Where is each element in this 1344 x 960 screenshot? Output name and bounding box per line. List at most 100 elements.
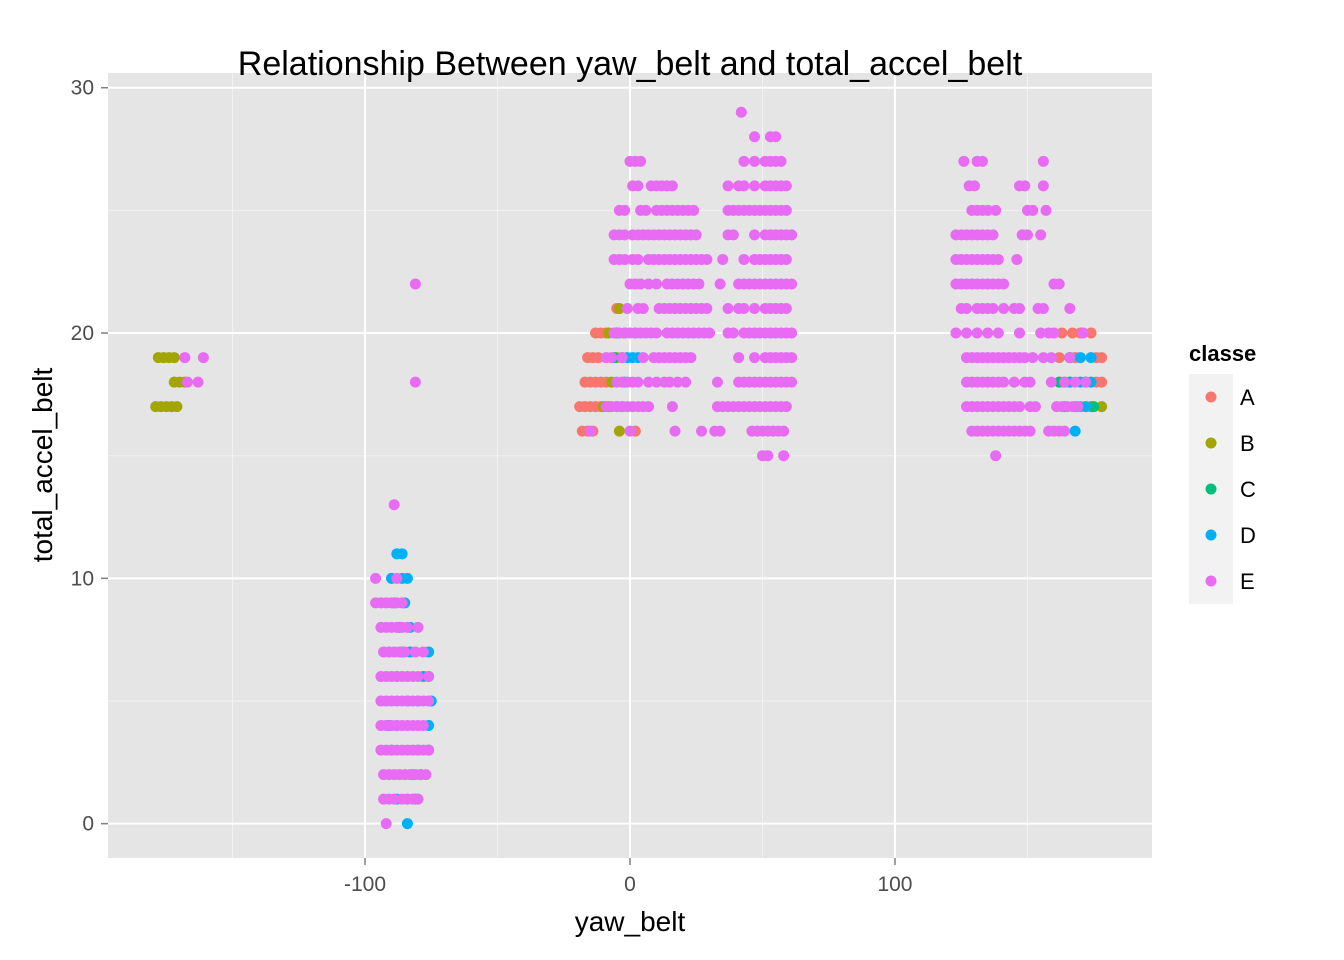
point-A xyxy=(592,352,604,364)
legend-title: classe xyxy=(1189,341,1256,366)
point-A xyxy=(1085,327,1097,339)
point-E xyxy=(412,793,424,805)
data-points xyxy=(150,106,1108,830)
point-E xyxy=(1019,180,1031,192)
point-E xyxy=(998,278,1010,290)
point-E xyxy=(1019,352,1031,364)
legend-key-A xyxy=(1205,391,1217,403)
point-B xyxy=(1096,401,1108,413)
point-E xyxy=(749,303,761,314)
point-E xyxy=(619,204,631,216)
point-E xyxy=(971,327,983,339)
point-E xyxy=(423,744,435,756)
point-E xyxy=(619,229,631,241)
point-E xyxy=(370,572,382,584)
point-E xyxy=(775,155,787,167)
point-D xyxy=(401,572,413,584)
y-tick-label: 10 xyxy=(71,567,94,590)
point-E xyxy=(412,670,424,682)
point-E xyxy=(632,253,644,265)
point-E xyxy=(998,303,1010,314)
legend-label-A: A xyxy=(1240,385,1255,410)
point-E xyxy=(749,229,761,241)
point-E xyxy=(780,253,792,265)
point-E xyxy=(780,401,792,413)
point-E xyxy=(1014,303,1026,314)
point-A xyxy=(1067,327,1079,339)
point-E xyxy=(388,793,400,805)
point-E xyxy=(701,303,713,314)
point-E xyxy=(621,303,633,314)
point-E xyxy=(733,352,745,364)
point-E xyxy=(666,401,678,413)
point-E xyxy=(727,229,739,241)
point-E xyxy=(778,425,790,437)
point-E xyxy=(605,352,617,364)
point-E xyxy=(778,450,790,462)
legend-label-C: C xyxy=(1240,477,1256,502)
point-D xyxy=(396,548,408,560)
point-E xyxy=(749,180,761,192)
point-E xyxy=(380,818,392,830)
point-E xyxy=(770,131,782,143)
x-axis-title: yaw_belt xyxy=(575,906,686,937)
point-E xyxy=(717,253,729,265)
point-E xyxy=(643,278,655,290)
point-E xyxy=(786,352,798,364)
point-E xyxy=(680,376,692,388)
point-E xyxy=(584,425,596,437)
point-E xyxy=(650,376,662,388)
point-E xyxy=(1037,352,1049,364)
point-E xyxy=(632,376,644,388)
point-E xyxy=(1053,278,1065,290)
point-E xyxy=(1037,180,1049,192)
point-E xyxy=(1059,376,1071,388)
point-E xyxy=(693,278,705,290)
point-E xyxy=(399,646,411,658)
point-E xyxy=(749,155,761,167)
y-tick-label: 30 xyxy=(71,77,94,100)
legend-key-E xyxy=(1205,575,1217,587)
point-E xyxy=(1027,204,1039,216)
point-E xyxy=(1014,401,1026,413)
point-D xyxy=(1069,425,1081,437)
point-E xyxy=(1014,327,1026,339)
x-tick-label: 0 xyxy=(624,873,636,896)
point-E xyxy=(643,376,655,388)
point-E xyxy=(961,327,973,339)
point-E xyxy=(722,303,734,314)
point-E xyxy=(1064,352,1076,364)
point-E xyxy=(635,278,647,290)
point-E xyxy=(1072,401,1084,413)
point-E xyxy=(992,253,1004,265)
point-E xyxy=(1040,204,1052,216)
point-D xyxy=(1085,352,1097,364)
point-E xyxy=(992,327,1004,339)
point-E xyxy=(749,131,761,143)
point-E xyxy=(1045,352,1057,364)
point-E xyxy=(958,155,970,167)
y-tick-label: 0 xyxy=(82,813,94,836)
point-E xyxy=(632,180,644,192)
point-E xyxy=(738,253,750,265)
point-E xyxy=(735,106,747,118)
point-E xyxy=(688,204,700,216)
point-E xyxy=(423,670,435,682)
point-A xyxy=(1096,376,1108,388)
legend-key-B xyxy=(1205,437,1217,449)
point-E xyxy=(1043,327,1055,339)
point-E xyxy=(727,327,739,339)
axis-ticks: -100 0 100 0 10 20 30 xyxy=(71,77,913,896)
point-E xyxy=(990,450,1002,462)
point-E xyxy=(982,204,994,216)
point-E xyxy=(619,253,631,265)
point-A xyxy=(1096,352,1108,364)
point-E xyxy=(696,425,708,437)
point-E xyxy=(1024,376,1036,388)
point-E xyxy=(711,376,723,388)
point-E xyxy=(197,352,209,364)
y-tick-label: 20 xyxy=(71,322,94,345)
point-E xyxy=(1024,425,1036,437)
legend-key-C xyxy=(1205,483,1217,495)
point-E xyxy=(780,303,792,314)
